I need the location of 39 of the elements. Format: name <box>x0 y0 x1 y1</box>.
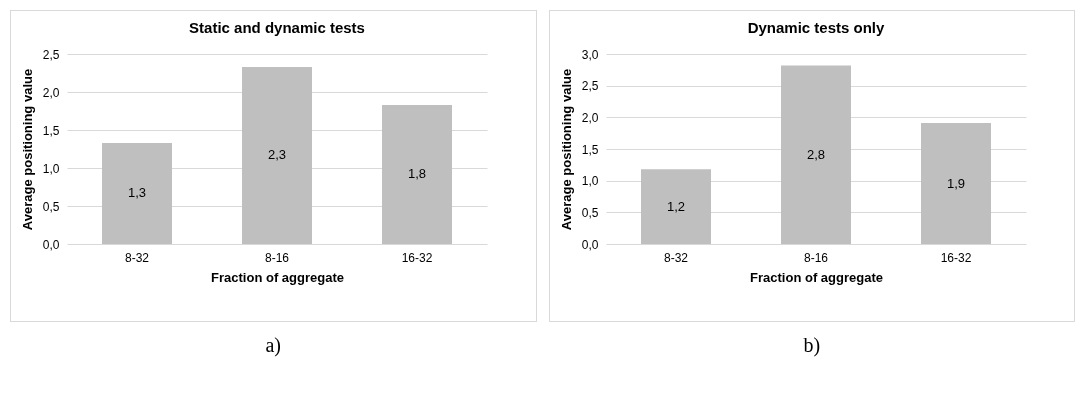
y-tick-label: 0,0 <box>581 237 599 252</box>
y-tick-label: 2,5 <box>581 79 599 94</box>
bar <box>920 123 991 244</box>
y-tick-label: 0,5 <box>581 205 599 220</box>
chart-title: Static and dynamic tests <box>189 19 365 36</box>
bar <box>640 169 711 244</box>
data-label: 1,2 <box>666 198 685 214</box>
x-axis-title: Fraction of aggregate <box>749 269 883 285</box>
y-tick-label: 1,5 <box>42 123 60 138</box>
bar <box>102 142 172 244</box>
x-tick-label: 8-16 <box>803 250 828 265</box>
y-tick-label: 2,0 <box>581 110 599 125</box>
x-tick-label: 8-16 <box>264 250 290 265</box>
data-label: 2,8 <box>806 146 825 162</box>
chart-title: Dynamic tests only <box>747 19 885 36</box>
x-tick-label: 16-32 <box>401 250 433 265</box>
data-label: 1,9 <box>946 175 965 191</box>
x-tick-label: 8-32 <box>663 250 688 265</box>
y-tick-label: 1,0 <box>581 174 599 189</box>
bar <box>780 65 851 244</box>
y-tick-label: 1,5 <box>581 142 599 157</box>
bar <box>382 104 452 244</box>
y-tick-label: 2,5 <box>42 47 60 62</box>
x-axis-title: Fraction of aggregate <box>211 269 344 285</box>
y-tick-label: 0,0 <box>42 237 60 252</box>
data-label: 2,3 <box>267 147 287 163</box>
bar <box>242 66 312 244</box>
x-tick-label: 16-32 <box>940 250 972 265</box>
text: a) <box>264 334 282 357</box>
y-axis-title: Average positioning value <box>558 68 574 231</box>
y-axis-title: Average positioning value <box>19 68 35 231</box>
y-tick-label: 0,5 <box>42 199 60 214</box>
y-tick-label: 2,0 <box>42 85 60 100</box>
text: b) <box>802 334 822 357</box>
data-label: 1,3 <box>127 185 147 201</box>
x-tick-label: 8-32 <box>124 250 150 265</box>
data-label: 1,8 <box>407 166 427 182</box>
y-tick-label: 3,0 <box>581 47 599 62</box>
y-tick-label: 1,0 <box>42 161 60 176</box>
